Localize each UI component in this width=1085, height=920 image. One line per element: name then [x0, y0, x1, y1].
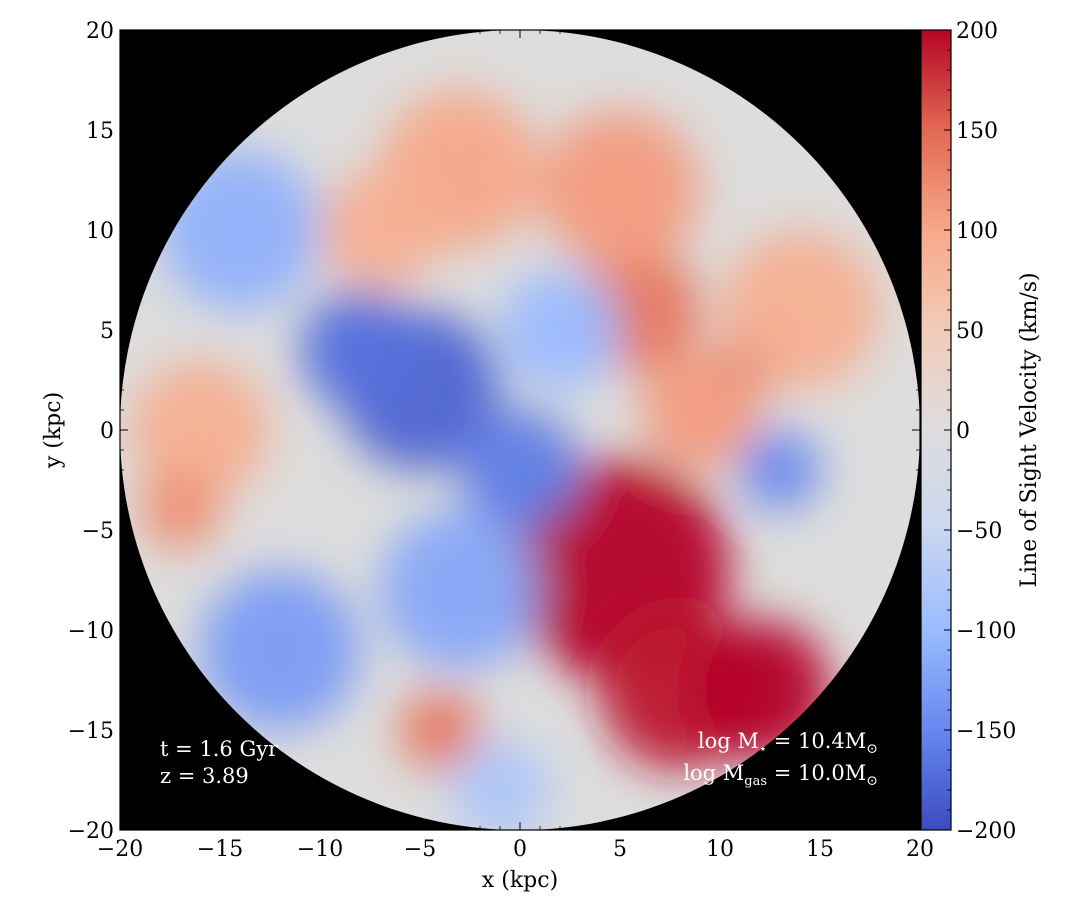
- x-tick-label: 5: [613, 837, 627, 862]
- velocity-region-11: [140, 470, 220, 550]
- x-tick-label: 10: [706, 837, 734, 862]
- x-tick-label: 0: [513, 837, 527, 862]
- velocity-field: [130, 90, 880, 830]
- velocity-region-10: [130, 360, 270, 500]
- y-tick-label: −20: [68, 819, 114, 844]
- x-axis-label: x (kpc): [482, 868, 558, 893]
- y-axis-label: y (kpc): [41, 392, 66, 469]
- stellar-mass-annotation: log M⋆ = 10.4M⊙: [698, 729, 878, 757]
- velocity-region-15: [460, 410, 580, 530]
- colorbar-tick-label: 150: [956, 119, 998, 144]
- velocity-region-9: [320, 170, 440, 290]
- velocity-region-12: [400, 690, 480, 770]
- x-tick-label: −10: [297, 837, 343, 862]
- time-annotation-group: t = 1.6 Gyr z = 3.89: [160, 737, 279, 788]
- colorbar-ticks: −200 −150 −100 −50 0 50 100 150 200: [944, 19, 1016, 844]
- velocity-region-16: [380, 510, 540, 670]
- gas-mass-annotation: log Mgas = 10.0M⊙: [683, 761, 878, 789]
- colorbar-tick-label: 0: [956, 419, 970, 444]
- colorbar-tick-label: 100: [956, 219, 998, 244]
- colorbar-tick-label: −50: [956, 519, 1002, 544]
- y-tick-label: 10: [86, 219, 114, 244]
- y-tick-label: −15: [68, 719, 114, 744]
- y-tick-label: −5: [82, 519, 114, 544]
- redshift-annotation: z = 3.89: [160, 764, 249, 788]
- mass-annotation-group: log M⋆ = 10.4M⊙ log Mgas = 10.0M⊙: [683, 729, 878, 789]
- velocity-region-17: [200, 570, 360, 730]
- velocity-region-20: [740, 430, 820, 510]
- colorbar-tick-label: 200: [956, 19, 998, 44]
- y-tick-label: 15: [86, 119, 114, 144]
- y-tick-label: −10: [68, 619, 114, 644]
- time-annotation: t = 1.6 Gyr: [160, 737, 279, 761]
- colorbar-label: Line of Sight Velocity (km/s): [1017, 272, 1042, 587]
- velocity-region-19: [500, 270, 620, 390]
- colorbar-tick-label: 50: [956, 319, 984, 344]
- x-tick-label: 20: [906, 837, 934, 862]
- velocity-region-7: [540, 110, 700, 270]
- x-tick-label: −20: [97, 837, 143, 862]
- x-axis-ticks: −20 −15 −10 −5 0 5 10 15 20: [97, 30, 934, 862]
- y-tick-label: 20: [86, 19, 114, 44]
- x-tick-label: −5: [404, 837, 436, 862]
- velocity-region-4: [640, 350, 760, 470]
- velocity-region-18: [160, 150, 320, 310]
- colorbar-tick-label: −100: [956, 619, 1016, 644]
- x-tick-label: −15: [197, 837, 243, 862]
- colorbar: −200 −150 −100 −50 0 50 100 150 200 Line of Sigh…: [920, 19, 1042, 844]
- velocity-region-14: [300, 290, 420, 410]
- y-axis-ticks: −20 −15 −10 −5 0 5 10 15 20: [68, 19, 920, 844]
- velocity-region-21: [450, 740, 550, 830]
- x-tick-label: 15: [806, 837, 834, 862]
- y-tick-label: 0: [100, 419, 114, 444]
- y-tick-label: 5: [100, 319, 114, 344]
- colorbar-tick-label: −200: [956, 819, 1016, 844]
- colorbar-tick-label: −150: [956, 719, 1016, 744]
- velocity-map: [120, 30, 920, 830]
- velocity-region-5: [720, 230, 880, 390]
